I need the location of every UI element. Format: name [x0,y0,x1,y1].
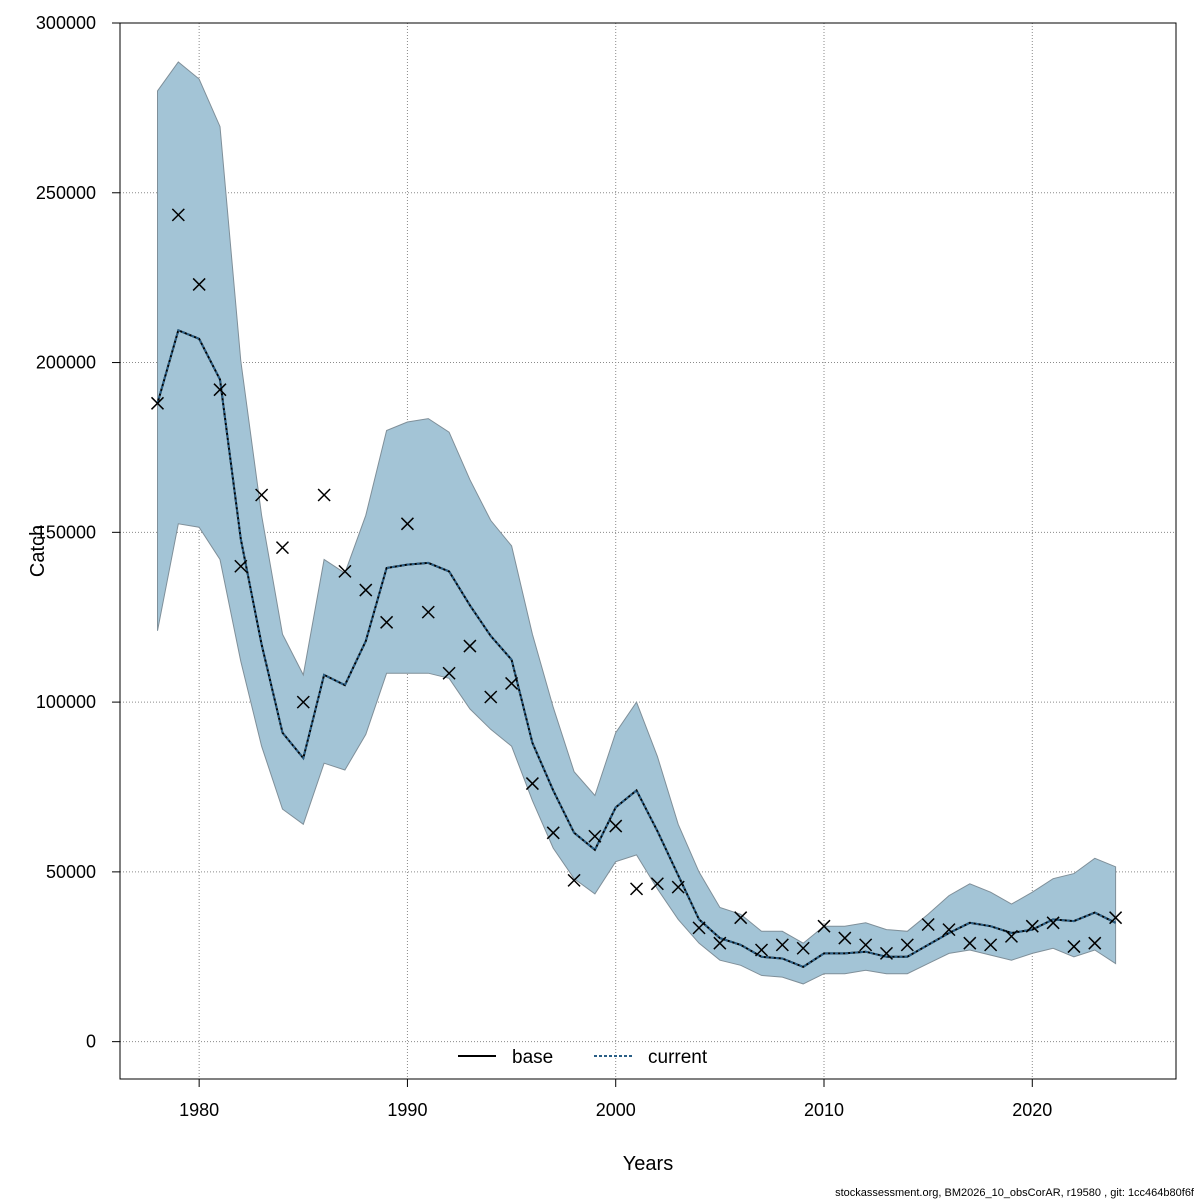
observed-point [942,923,956,937]
observed-point [963,936,977,950]
observed-point [609,819,623,833]
x-tick-label: 2020 [1012,1100,1052,1120]
observed-point [380,615,394,629]
observed-point [338,564,352,578]
footnote: stockassessment.org, BM2026_10_obsCorAR,… [835,1187,1195,1199]
x-tick-label: 1980 [179,1100,219,1120]
legend: base current [458,1047,708,1068]
observed-point [1109,911,1123,925]
observed-point [421,605,435,619]
axes: 1980 1990 2000 2010 2020 0 50000 100000 150000 20… [36,13,1052,1120]
observed-point [546,826,560,840]
x-tick-label: 2000 [596,1100,636,1120]
plot-frame [119,22,1177,1080]
observed-point [442,666,456,680]
legend-label-current: current [648,1047,708,1068]
observed-point [900,938,914,952]
observed-point [317,488,331,502]
observed-point [796,941,810,955]
series-lines [156,328,1117,969]
observed-point [734,911,748,925]
observed-point [213,383,227,397]
y-tick-label: 250000 [36,183,96,203]
observed-point [859,938,873,952]
y-tick-label: 100000 [36,692,96,712]
observed-point [484,690,498,704]
observed-point [505,676,519,690]
y-tick-label: 200000 [36,353,96,373]
observed-point [463,639,477,653]
observed-point [525,777,539,791]
observed-point [984,938,998,952]
observed-point [921,917,935,932]
observed-point [275,541,289,555]
observed-point [234,559,248,573]
observed-point [817,919,831,933]
observed-point [754,943,769,957]
observed-point [255,488,269,502]
observed-point [775,938,789,952]
observed-point [588,829,602,843]
observed-point [650,877,664,891]
observed-point [1004,929,1018,943]
series-line-base [156,328,1117,969]
x-tick-label: 2010 [804,1100,844,1120]
observed-point [296,695,310,709]
observed-point [713,936,727,950]
x-axis-title: Years [623,1153,673,1175]
confidence-band [157,61,1117,985]
y-tick-label: 0 [86,1032,96,1052]
observed-point [630,882,644,896]
observed-points [150,208,1123,960]
observed-point [671,880,685,894]
observed-point [1046,916,1060,930]
observed-point [171,208,185,222]
y-tick-label: 300000 [36,13,96,33]
observed-point [192,277,206,291]
observed-point [1025,919,1039,933]
observed-point [1088,936,1102,950]
confidence-band-area [157,61,1117,985]
y-tick-label: 150000 [36,522,96,542]
observed-point [838,931,852,945]
observed-point [150,396,165,410]
observed-point [567,873,581,887]
observed-point [359,583,373,597]
observed-point [1067,940,1081,954]
legend-label-base: base [512,1047,553,1068]
x-tick-label: 1990 [387,1100,427,1120]
observed-point [879,946,894,960]
y-tick-label: 50000 [46,862,96,882]
observed-point [692,921,706,935]
observed-point [400,517,414,531]
y-axis-title: Catch [27,525,49,577]
